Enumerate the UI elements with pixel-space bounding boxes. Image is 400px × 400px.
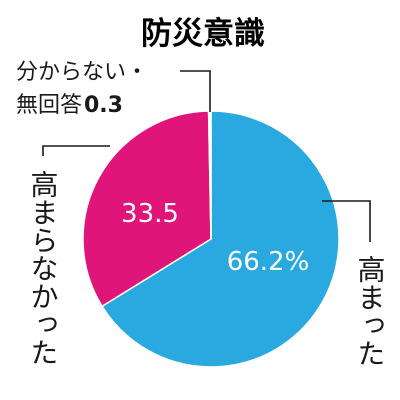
- leader-line-not-raised: [42, 145, 110, 156]
- slice-label-unknown-line1: 分からない・: [16, 60, 148, 85]
- leader-line-raised: [322, 200, 371, 242]
- pie-slices: [82, 110, 340, 368]
- chart-title: 防災意識: [141, 16, 265, 52]
- slice-value-label-unknown: 0.3: [84, 93, 123, 118]
- leader-line-unknown: [180, 70, 211, 112]
- slice-value-label-not-raised: 33.5: [121, 199, 179, 229]
- slice-not-raised: [82, 110, 212, 308]
- slice-label-unknown-line2: 無回答: [16, 93, 82, 118]
- slice-value-label-raised: 66.2%: [227, 247, 310, 277]
- slice-label-raised: 高まった: [354, 255, 387, 367]
- slice-label-not-raised: 高まらなかった: [27, 170, 60, 366]
- slice-raised: [101, 110, 340, 368]
